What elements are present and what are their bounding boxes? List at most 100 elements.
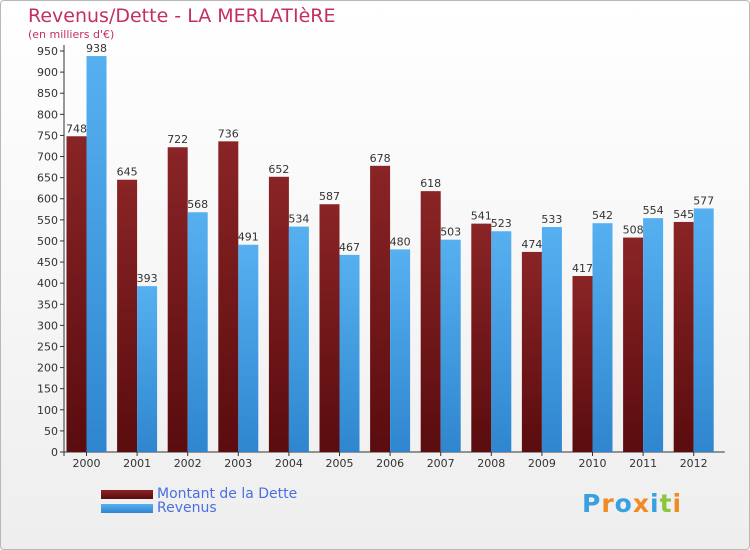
bar-dette-2011 — [623, 237, 644, 452]
x-tick-label: 2007 — [427, 457, 455, 470]
legend-swatch-revenus — [101, 504, 153, 513]
bar-dette-2003 — [218, 141, 239, 453]
y-tick-label: 0 — [51, 446, 58, 459]
value-label-revenus-2005: 467 — [339, 241, 360, 254]
y-tick-label: 50 — [44, 425, 58, 438]
value-label-revenus-2000: 938 — [86, 42, 107, 55]
value-label-dette-2005: 587 — [319, 190, 340, 203]
value-label-dette-2012: 545 — [673, 208, 694, 221]
y-tick-label: 450 — [37, 256, 58, 269]
value-label-dette-2010: 417 — [572, 262, 593, 275]
legend-swatch-dette — [101, 490, 153, 499]
value-label-revenus-2001: 393 — [137, 272, 158, 285]
value-label-revenus-2007: 503 — [440, 226, 461, 239]
y-tick-label: 350 — [37, 298, 58, 311]
bar-dette-2010 — [572, 275, 593, 452]
x-tick-label: 2011 — [629, 457, 657, 470]
y-tick-label: 500 — [37, 235, 58, 248]
y-tick-label: 300 — [37, 319, 58, 332]
bar-revenus-2011 — [643, 218, 664, 452]
value-label-revenus-2009: 533 — [541, 213, 562, 226]
value-label-dette-2006: 678 — [370, 152, 391, 165]
y-axis: 0 50 100 150 200 250 300 350 400 450 500 550 600 650 7… — [37, 45, 65, 459]
x-tick-label: 2005 — [326, 457, 354, 470]
value-label-dette-2008: 541 — [471, 210, 492, 223]
logo-letter: r — [601, 489, 615, 518]
x-tick-label: 2006 — [376, 457, 404, 470]
x-axis: 2000 2001 2002 2003 2004 2005 2006 2007 2008 2009… — [60, 451, 725, 470]
y-tick-label: 950 — [37, 45, 58, 58]
chart-title: Revenus/Dette - LA MERLATIèRE — [28, 5, 336, 27]
y-tick-label: 250 — [37, 340, 58, 353]
bars-group — [66, 56, 714, 453]
y-tick-label: 100 — [37, 404, 58, 417]
y-tick-label: 400 — [37, 277, 58, 290]
bar-revenus-2005 — [339, 254, 360, 452]
x-tick-label: 2009 — [528, 457, 556, 470]
x-tick-label: 2002 — [174, 457, 202, 470]
logo-letter: x — [632, 489, 650, 518]
bar-revenus-2004 — [288, 226, 309, 452]
y-tick-label: 800 — [37, 108, 58, 121]
bar-revenus-2012 — [693, 208, 714, 452]
chart-subtitle: (en milliers d'€) — [28, 28, 115, 41]
x-tick-label: 2000 — [73, 457, 101, 470]
value-label-dette-2002: 722 — [167, 133, 188, 146]
bar-dette-2001 — [117, 179, 138, 452]
y-tick-label: 900 — [37, 66, 58, 79]
value-label-revenus-2012: 577 — [693, 194, 714, 207]
value-label-revenus-2004: 534 — [288, 213, 309, 226]
bar-dette-2008 — [471, 223, 492, 452]
logo-letter: P — [582, 489, 602, 518]
value-label-revenus-2008: 523 — [491, 217, 512, 230]
value-label-dette-2009: 474 — [521, 238, 542, 251]
value-labels: 748 938 645 393 722 568 736 491 652 534 587 467 678 4… — [66, 42, 714, 285]
value-label-dette-2001: 645 — [117, 166, 138, 179]
bar-revenus-2008 — [491, 231, 512, 452]
y-tick-label: 700 — [37, 151, 58, 164]
bar-revenus-2010 — [592, 223, 613, 452]
value-label-dette-2003: 736 — [218, 127, 239, 140]
bar-dette-2002 — [167, 147, 188, 453]
value-label-revenus-2003: 491 — [238, 231, 259, 244]
bar-dette-2000 — [66, 136, 87, 452]
value-label-dette-2007: 618 — [420, 177, 441, 190]
y-tick-label: 600 — [37, 193, 58, 206]
x-tick-label: 2008 — [477, 457, 505, 470]
y-tick-label: 650 — [37, 172, 58, 185]
y-tick-label: 200 — [37, 362, 58, 375]
bar-dette-2005 — [319, 204, 340, 452]
value-label-revenus-2011: 554 — [643, 204, 664, 217]
legend-label-dette: Montant de la Dette — [157, 486, 298, 502]
bar-dette-2009 — [521, 251, 542, 452]
y-tick-label: 850 — [37, 87, 58, 100]
value-label-revenus-2006: 480 — [390, 235, 411, 248]
value-label-dette-2000: 748 — [66, 122, 87, 135]
value-label-revenus-2002: 568 — [187, 198, 208, 211]
bar-revenus-2003 — [238, 244, 259, 452]
logo-letter: o — [614, 489, 633, 518]
bar-revenus-2001 — [137, 286, 158, 452]
bar-revenus-2007 — [440, 239, 461, 452]
y-tick-label: 750 — [37, 129, 58, 142]
bar-dette-2006 — [370, 165, 391, 453]
proxiti-logo: Proxiti — [582, 489, 682, 518]
bar-dette-2007 — [420, 191, 441, 452]
value-label-dette-2011: 508 — [623, 224, 644, 237]
x-tick-label: 2003 — [224, 457, 252, 470]
value-label-dette-2004: 652 — [268, 163, 289, 176]
x-tick-label: 2004 — [275, 457, 303, 470]
bar-dette-2012 — [673, 221, 694, 452]
bar-revenus-2000 — [86, 56, 107, 453]
y-tick-label: 550 — [37, 214, 58, 227]
y-tick-label: 150 — [37, 383, 58, 396]
x-tick-label: 2001 — [123, 457, 151, 470]
x-tick-label: 2012 — [680, 457, 708, 470]
x-tick-label: 2010 — [579, 457, 607, 470]
legend-label-revenus: Revenus — [157, 500, 217, 516]
bar-revenus-2009 — [541, 227, 562, 452]
logo-letter: i — [650, 489, 660, 518]
logo-letter: i — [672, 489, 683, 518]
